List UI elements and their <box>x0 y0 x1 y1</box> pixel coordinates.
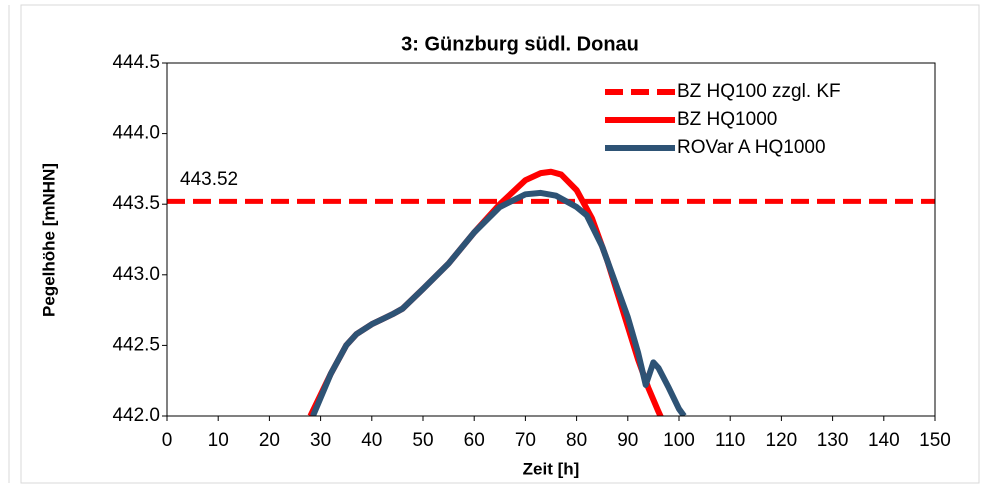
x-tick-label: 110 <box>715 430 745 451</box>
legend-label: BZ HQ1000 <box>677 109 777 130</box>
x-tick-label: 40 <box>361 430 382 451</box>
x-tick-label: 0 <box>162 430 173 451</box>
x-tick-label: 60 <box>464 430 485 451</box>
legend-label: BZ HQ100 zzgl. KF <box>677 81 841 102</box>
chart-title: 3: Günzburg südl. Donau <box>401 33 639 55</box>
x-tick-label: 140 <box>868 430 900 451</box>
annotation: 443.52 <box>180 169 238 190</box>
y-axis-label: Pegelhöhe [mNHN] <box>39 163 58 317</box>
y-tick-label: 444.5 <box>112 52 160 73</box>
x-tick-label: 30 <box>310 430 331 451</box>
y-tick-label: 443.5 <box>112 193 160 214</box>
x-tick-label: 130 <box>817 430 849 451</box>
chart-frame <box>20 4 980 484</box>
x-tick-label: 90 <box>617 430 638 451</box>
y-tick-label: 442.5 <box>112 334 160 355</box>
series-line <box>310 189 687 416</box>
plot-area <box>167 168 935 416</box>
x-tick-label: 80 <box>566 430 587 451</box>
x-tick-label: 100 <box>663 430 695 451</box>
x-tick-label: 70 <box>515 430 536 451</box>
x-tick-label: 120 <box>766 430 798 451</box>
y-tick-label: 444.0 <box>112 123 160 144</box>
y-tick-label: 442.0 <box>112 405 160 426</box>
x-tick-label: 10 <box>208 430 229 451</box>
x-axis-label: Zeit [h] <box>523 459 580 478</box>
plot-border <box>166 62 936 417</box>
x-tick-label: 20 <box>259 430 280 451</box>
x-tick-label: 50 <box>412 430 433 451</box>
y-tick-label: 443.0 <box>112 264 160 285</box>
x-tick-label: 150 <box>919 430 951 451</box>
legend-label: ROVar A HQ1000 <box>677 137 826 158</box>
